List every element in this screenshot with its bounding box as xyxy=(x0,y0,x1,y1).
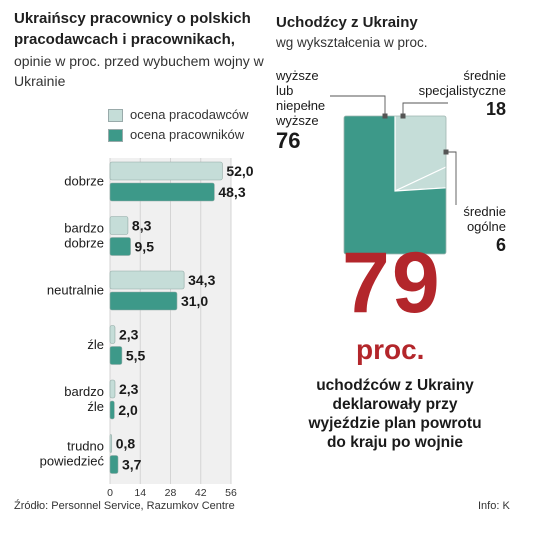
value-label-1-1: 9,5 xyxy=(135,239,155,255)
bar-0-1 xyxy=(109,216,129,235)
leader-line-general xyxy=(446,151,457,205)
leader-marker-general xyxy=(443,149,449,155)
legend-swatch-employees xyxy=(108,129,123,142)
value-label-0-3: 2,3 xyxy=(119,327,139,343)
pie-value-higher: 76 xyxy=(276,128,301,153)
category-label-5-0: trudno xyxy=(67,439,104,454)
pie-label-higher-line-4: wyższe xyxy=(276,113,319,128)
value-label-0-4: 2,3 xyxy=(119,381,139,397)
category-label-1-0: bardzo xyxy=(64,221,104,236)
bar-chart-subtitle: opinie w proc. przed wybuchem wojny w Uk… xyxy=(14,53,264,89)
bar-0-5 xyxy=(109,434,113,453)
value-label-0-1: 8,3 xyxy=(132,218,152,234)
legend-swatch-employers xyxy=(108,109,123,122)
category-label-4-1: źle xyxy=(87,399,104,414)
category-label-2-0: neutralnie xyxy=(47,283,104,298)
x-tick-label-4: 56 xyxy=(225,487,237,499)
bar-0-3 xyxy=(109,325,116,344)
value-label-1-5: 3,7 xyxy=(122,457,142,473)
bar-0-4 xyxy=(109,379,116,399)
bar-0-2 xyxy=(109,270,185,290)
bar-1-0 xyxy=(109,182,215,202)
category-label-4-0: bardzo xyxy=(64,384,104,399)
leader-marker-vocational xyxy=(400,113,406,119)
pie-label-vocational-line-2: specjalistyczne xyxy=(418,83,506,98)
leader-line-vocational xyxy=(402,102,448,116)
pie-label-higher-line-2: lub xyxy=(276,83,294,98)
source-note: Źródło: Personnel Service, Razumkov Cent… xyxy=(14,500,235,512)
pie-value-vocational: 18 xyxy=(485,99,506,119)
pie-frame xyxy=(343,115,447,255)
leader-line-higher xyxy=(330,95,386,116)
x-tick-label-2: 28 xyxy=(165,487,177,499)
pie-label-vocational: średnie specjalistyczne 18 xyxy=(402,68,506,120)
value-label-0-2: 34,3 xyxy=(188,272,215,288)
value-label-1-3: 5,5 xyxy=(126,348,146,364)
pie-label-vocational-line-1: średnie xyxy=(463,68,506,83)
legend-label-employers: ocena pracodawców xyxy=(130,107,249,122)
category-label-3-0: źle xyxy=(87,337,104,352)
x-tick-label-1: 14 xyxy=(134,487,146,499)
x-tick-label-0: 0 xyxy=(107,487,113,499)
bar-1-2 xyxy=(109,291,178,311)
bar-chart-title: Ukraińscy pracownicy o polskich pracodaw… xyxy=(14,10,251,48)
pie-label-general-line-2: ogólne xyxy=(466,219,506,234)
value-label-0-5: 0,8 xyxy=(116,436,136,452)
pie-label-higher: wyższe lub niepełne wyższe 76 xyxy=(276,68,336,154)
pie-label-higher-line-3: niepełne xyxy=(276,98,326,113)
value-label-1-4: 2,0 xyxy=(118,402,138,418)
value-label-0-0: 52,0 xyxy=(226,163,253,179)
credit-note: Info: K xyxy=(478,500,510,512)
category-label-5-1: powiedzieć xyxy=(40,454,105,469)
category-label-0-0: dobrze xyxy=(64,174,104,189)
legend-label-employees: ocena pracowników xyxy=(130,127,245,142)
bar-0-0 xyxy=(109,161,223,181)
highlight-description: uchodźców z Ukrainy deklarowały przy wyj… xyxy=(308,377,482,451)
category-label-1-1: dobrze xyxy=(64,236,104,251)
pie-label-higher-line-1: wyższe xyxy=(276,68,319,83)
pie-chart-subtitle: wg wykształcenia w proc. xyxy=(276,35,428,50)
pie-chart-title: Uchodźcy z Ukrainy xyxy=(276,14,418,31)
x-tick-label-3: 42 xyxy=(195,487,207,499)
pie-slice-0 xyxy=(394,116,446,192)
bar-1-1 xyxy=(109,237,131,256)
pie-slice-1 xyxy=(394,145,446,192)
pie-slices xyxy=(344,116,446,254)
bar-1-3 xyxy=(109,346,123,365)
pie-label-general-line-1: średnie xyxy=(463,204,506,219)
highlight-number: 79 xyxy=(342,235,442,331)
leader-marker-higher xyxy=(382,113,388,119)
value-label-1-2: 31,0 xyxy=(181,293,208,309)
value-label-1-0: 48,3 xyxy=(218,184,245,200)
pie-label-general: średnie ogólne 6 xyxy=(440,204,506,256)
pie-value-general: 6 xyxy=(495,235,506,255)
bar-1-4 xyxy=(109,400,115,420)
highlight-unit: proc. xyxy=(356,334,425,365)
bar-1-5 xyxy=(109,455,119,474)
